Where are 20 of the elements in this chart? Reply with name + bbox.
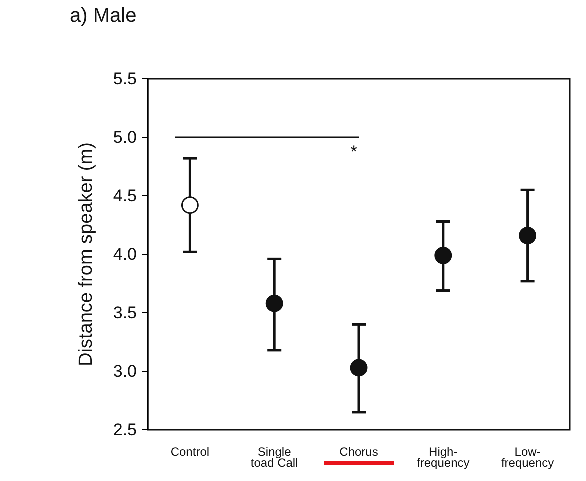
x-tick-label: Low- frequency	[501, 445, 554, 470]
x-tick-label: Chorus	[340, 445, 378, 459]
y-tick-label: 3.0	[113, 362, 137, 381]
y-tick-label: 2.5	[113, 420, 137, 440]
y-tick-label: 5.0	[113, 128, 137, 147]
y-tick-label: 5.5	[113, 69, 137, 88]
x-tick-label: Single toad Call	[250, 445, 298, 470]
point	[434, 246, 452, 264]
chart-title: a) Male	[70, 5, 137, 27]
point	[519, 227, 537, 244]
y-axis-title: Distance from speaker (m)	[76, 142, 97, 366]
point	[181, 196, 199, 214]
y-tick-label: 4.5	[113, 186, 137, 206]
x-tick-label: High- frequency	[417, 445, 470, 470]
y-tick-label: 4.0	[113, 244, 137, 264]
point	[266, 294, 284, 312]
annotation: *	[350, 142, 358, 162]
x-tick-label: Control	[170, 445, 210, 459]
y-tick-label: 3.5	[113, 303, 137, 322]
point	[350, 359, 368, 377]
